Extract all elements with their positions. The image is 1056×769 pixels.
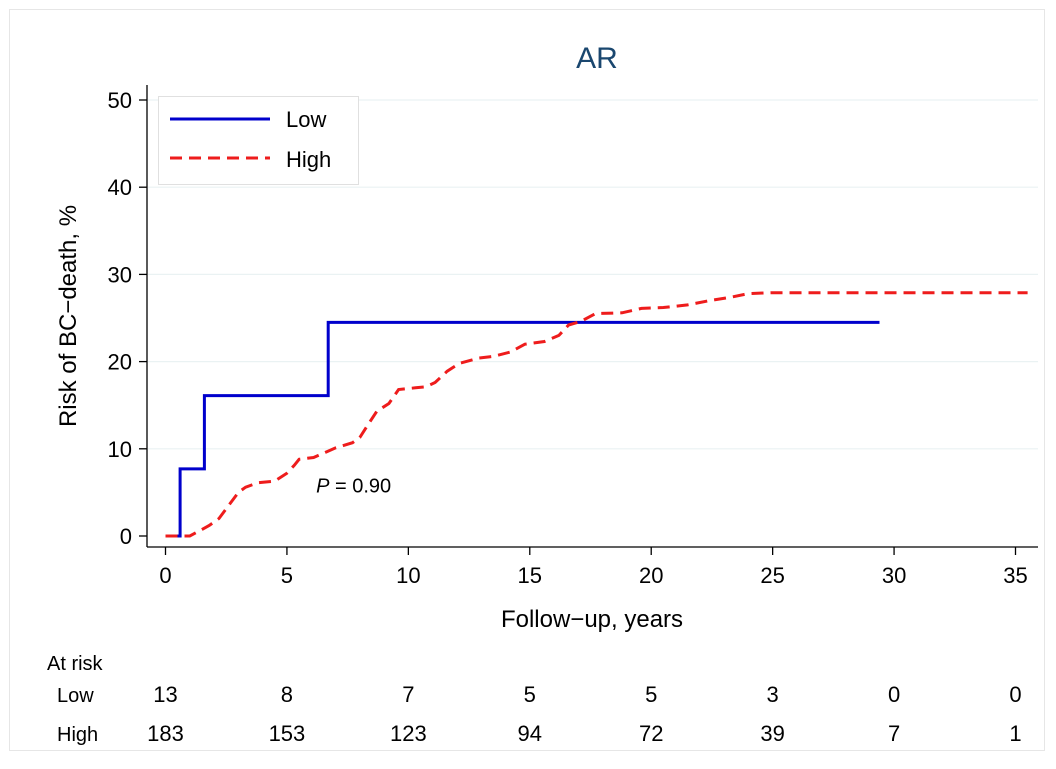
at-risk-value-low-0: 13 — [153, 682, 177, 707]
y-axis-label: Risk of BC−death, % — [55, 205, 82, 427]
x-tick-label-5: 5 — [281, 563, 293, 588]
legend: Low High — [158, 96, 359, 185]
figure-border — [9, 9, 1045, 751]
y-ticks: 0 10 20 30 40 50 — [108, 88, 147, 549]
x-tick-label-15: 15 — [518, 563, 542, 588]
x-axis-label: Follow−up, years — [501, 606, 683, 633]
p-value-annotation: P = 0.90 — [316, 475, 391, 497]
at-risk-title: At risk — [47, 653, 104, 675]
chart-title: AR — [576, 42, 618, 75]
legend-label-high: High — [286, 147, 331, 172]
at-risk-label-low: Low — [57, 685, 94, 707]
x-tick-label-35: 35 — [1003, 563, 1027, 588]
at-risk-value-low-20: 5 — [645, 682, 657, 707]
series-line-low — [165, 320, 880, 538]
x-tick-label-25: 25 — [760, 563, 784, 588]
x-tick-label-0: 0 — [159, 563, 171, 588]
at-risk-value-high-15: 94 — [518, 721, 542, 746]
legend-box — [158, 96, 359, 185]
at-risk-value-high-10: 123 — [390, 721, 427, 746]
x-tick-label-10: 10 — [396, 563, 420, 588]
at-risk-label-high: High — [57, 724, 98, 746]
x-tick-label-30: 30 — [882, 563, 906, 588]
y-tick-label-30: 30 — [108, 262, 132, 287]
at-risk-value-high-35: 1 — [1009, 721, 1021, 746]
at-risk-value-low-15: 5 — [524, 682, 536, 707]
legend-label-low: Low — [286, 107, 326, 132]
at-risk-value-low-35: 0 — [1009, 682, 1021, 707]
y-tick-label-40: 40 — [108, 175, 132, 200]
p-value-text: = 0.90 — [329, 475, 391, 497]
y-tick-label-0: 0 — [120, 524, 132, 549]
y-tick-label-10: 10 — [108, 437, 132, 462]
at-risk-value-high-30: 7 — [888, 721, 900, 746]
y-tick-label-50: 50 — [108, 88, 132, 113]
at-risk-value-high-5: 153 — [269, 721, 306, 746]
series-line-high — [165, 291, 1028, 538]
x-ticks: 0 5 10 15 20 25 30 35 — [159, 547, 1028, 588]
at-risk-value-low-10: 7 — [402, 682, 414, 707]
at-risk-value-low-5: 8 — [281, 682, 293, 707]
at-risk-value-high-25: 39 — [760, 721, 784, 746]
p-value-symbol: P — [316, 475, 330, 497]
at-risk-value-low-25: 3 — [767, 682, 779, 707]
series-layer — [165, 291, 1028, 538]
at-risk-value-high-0: 183 — [147, 721, 184, 746]
x-tick-label-20: 20 — [639, 563, 663, 588]
y-tick-label-20: 20 — [108, 350, 132, 375]
at-risk-table: At risk Low 13 8 7 5 5 3 0 0 High 183 153 123 94 72 39 7… — [47, 653, 1022, 746]
at-risk-value-high-20: 72 — [639, 721, 663, 746]
at-risk-value-low-30: 0 — [888, 682, 900, 707]
